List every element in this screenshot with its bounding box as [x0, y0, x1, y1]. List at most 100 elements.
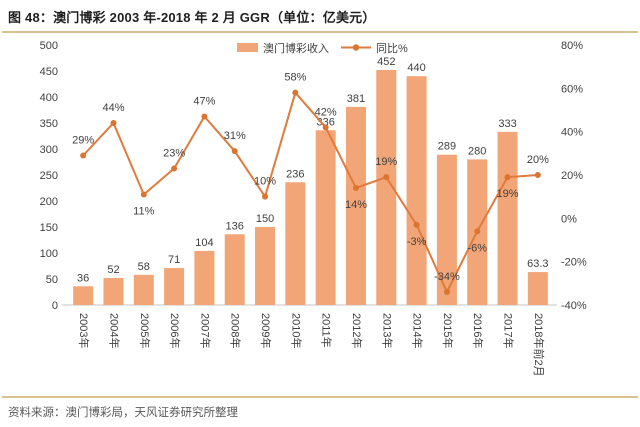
yoy-point [474, 228, 481, 235]
revenue-bar [285, 182, 306, 305]
yoy-label: -6% [467, 242, 487, 254]
revenue-bar [406, 76, 427, 305]
left-axis-tick: 100 [40, 248, 58, 260]
yoy-label: 31% [224, 130, 246, 142]
x-tick-label: 2003年 [77, 313, 91, 348]
right-axis-tick: 0% [561, 213, 577, 225]
x-tick-label: 2018年前2月 [532, 313, 546, 377]
revenue-bar [527, 272, 548, 305]
revenue-bar [255, 227, 276, 305]
right-axis-tick: 80% [561, 40, 583, 52]
yoy-label: 23% [163, 148, 185, 160]
revenue-bar-label: 58 [138, 261, 150, 273]
yoy-line [82, 90, 538, 295]
revenue-bar [436, 154, 457, 305]
yoy-label: 29% [72, 135, 94, 147]
revenue-bar-label: 452 [377, 56, 395, 68]
x-tick-label: 2008年 [229, 313, 243, 348]
revenue-bar-label: 104 [195, 237, 213, 249]
yoy-point [171, 165, 178, 172]
revenue-bar-label: 136 [226, 220, 244, 232]
revenue-bar [164, 268, 185, 305]
yoy-point [443, 289, 450, 295]
yoy-point [413, 221, 420, 228]
x-tick-label: 2012年 [350, 313, 364, 348]
left-axis-tick: 150 [40, 222, 58, 234]
yoy-label: 20% [527, 154, 549, 166]
yoy-point [534, 172, 541, 178]
left-axis-tick: 300 [40, 144, 58, 156]
yoy-label: 19% [375, 156, 397, 168]
revenue-bar-label: 150 [256, 213, 274, 225]
revenue-bar [194, 250, 215, 305]
revenue-bar-label: 440 [407, 62, 425, 74]
right-axis-tick: 40% [561, 127, 583, 139]
revenue-bar-label: 71 [168, 254, 180, 266]
x-tick-label: 2013年 [380, 313, 394, 348]
legend-bar-label: 澳门博彩收入 [263, 41, 329, 55]
revenue-bar [497, 131, 518, 305]
ggr-bar-line-chart: 0 50 100 150 200 250 300 350 400 450 500 -40% -20% 0%… [40, 40, 587, 377]
x-tick-label: 2010年 [289, 313, 303, 348]
title-divider [2, 31, 638, 33]
yoy-point [262, 193, 269, 200]
left-axis-tick: 50 [46, 274, 58, 286]
yoy-label: 11% [133, 206, 154, 218]
chart-area: 0 50 100 150 200 250 300 350 400 450 500 -40% -20% 0%… [0, 36, 640, 394]
legend: 澳门博彩收入 同比% [237, 41, 408, 55]
source-note: 资料来源：澳门博彩局，天风证券研究所整理 [8, 407, 238, 419]
yoy-point [504, 174, 511, 181]
yoy-point [352, 185, 359, 191]
left-axis-tick: 350 [40, 118, 58, 130]
x-tick-label: 2014年 [411, 313, 425, 348]
left-axis-tick: 450 [40, 66, 58, 78]
legend-line-label: 同比% [376, 42, 408, 55]
yoy-label: -3% [407, 236, 427, 248]
revenue-bar-label: 336 [316, 116, 334, 128]
x-tick-label: 2004年 [107, 313, 121, 348]
right-axis-tick: 60% [561, 83, 583, 95]
left-axis-tick: 250 [40, 170, 58, 182]
left-axis-tick: 400 [40, 92, 58, 104]
revenue-bar-label: 63.3 [527, 258, 548, 270]
revenue-bar-label: 333 [498, 118, 516, 130]
yoy-label: 44% [102, 102, 124, 114]
yoy-point [231, 148, 238, 155]
x-tick-label: 2017年 [502, 313, 516, 348]
yoy-label: 58% [284, 72, 306, 84]
figure-title: 图 48：澳门博彩 2003 年-2018 年 2 月 GGR（单位：亿美元） [8, 10, 376, 25]
revenue-bar-label: 280 [468, 145, 486, 157]
x-tick-label: 2016年 [471, 313, 485, 348]
legend-line-marker-icon [352, 44, 360, 51]
x-tick-label: 2011年 [320, 313, 334, 348]
yoy-label: 14% [345, 199, 367, 211]
yoy-point [292, 89, 299, 96]
x-tick-label: 2007年 [198, 313, 212, 348]
revenue-bar [315, 130, 336, 305]
left-axis-tick: 0 [52, 300, 58, 312]
revenue-bar [133, 274, 154, 305]
yoy-point [383, 174, 390, 181]
revenue-bar [345, 106, 366, 305]
revenue-bar-label: 236 [286, 168, 304, 180]
revenue-bar [103, 277, 124, 305]
x-tick-label: 2006年 [168, 313, 182, 348]
yoy-point [80, 152, 87, 159]
revenue-bar [224, 234, 245, 305]
yoy-point [140, 191, 147, 198]
yoy-label: 19% [497, 188, 519, 200]
left-axis-tick: 200 [40, 196, 58, 208]
revenue-bar-label: 381 [347, 93, 365, 105]
x-tick-label: 2015年 [441, 313, 455, 348]
x-tick-label: 2009年 [259, 313, 273, 348]
yoy-label: -34% [434, 271, 460, 283]
yoy-label: 10% [254, 176, 276, 188]
yoy-label: 42% [315, 106, 337, 118]
legend-bar-swatch [237, 43, 258, 52]
x-tick-label: 2005年 [138, 313, 152, 348]
footer-divider [2, 396, 638, 398]
revenue-bar [376, 69, 397, 306]
yoy-point [201, 113, 208, 120]
right-axis-tick: 20% [561, 170, 583, 182]
